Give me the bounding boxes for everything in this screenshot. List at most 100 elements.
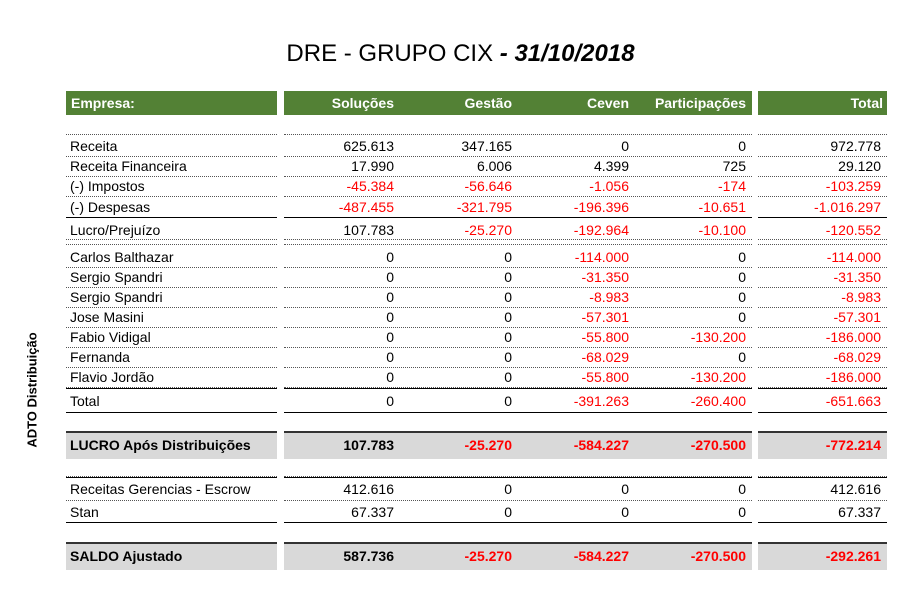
row-value-col2: 347.165 bbox=[461, 138, 512, 154]
row-value-col2: 0 bbox=[504, 249, 512, 265]
header-col-3: Ceven bbox=[586, 95, 629, 111]
header-col-1: Soluções bbox=[331, 95, 394, 111]
row-value-col4: -10.651 bbox=[698, 199, 746, 215]
row-value-col1: 0 bbox=[386, 329, 394, 345]
summary-bar bbox=[758, 431, 887, 459]
row-separator bbox=[758, 244, 887, 245]
row-value-col4: -130.200 bbox=[690, 329, 746, 345]
row-value-col4: -270.500 bbox=[690, 548, 746, 564]
row-separator bbox=[758, 267, 887, 268]
row-value-col2: 0 bbox=[504, 369, 512, 385]
row-rule bbox=[284, 388, 752, 389]
row-value-col4: 0 bbox=[738, 481, 746, 497]
row-separator bbox=[284, 287, 752, 288]
row-value-col1: 0 bbox=[386, 349, 394, 365]
row-value-col1: 0 bbox=[386, 393, 394, 409]
row-separator bbox=[758, 367, 887, 368]
row-label: Sergio Spandri bbox=[70, 289, 163, 305]
row-value-col4: -130.200 bbox=[690, 369, 746, 385]
row-value-col2: -56.646 bbox=[464, 178, 512, 194]
row-label: Receitas Gerencias - Escrow bbox=[70, 481, 251, 497]
row-value-col4: 0 bbox=[738, 349, 746, 365]
row-value-col4: 0 bbox=[738, 138, 746, 154]
row-value-col1: 107.783 bbox=[343, 437, 394, 453]
title-main: DRE - GRUPO CIX bbox=[286, 40, 500, 67]
row-total: 29.120 bbox=[838, 158, 881, 174]
row-value-col4: -174 bbox=[717, 178, 746, 194]
row-total: -120.552 bbox=[825, 222, 881, 238]
row-value-col3: 0 bbox=[621, 504, 629, 520]
row-value-col3: -196.396 bbox=[573, 199, 629, 215]
row-rule bbox=[758, 477, 887, 478]
row-value-col1: 0 bbox=[386, 289, 394, 305]
row-separator bbox=[758, 196, 887, 197]
row-rule bbox=[758, 412, 887, 413]
header-bar bbox=[284, 91, 752, 115]
row-separator bbox=[66, 244, 277, 245]
row-label: Fabio Vidigal bbox=[70, 329, 151, 345]
row-rule bbox=[66, 388, 277, 389]
row-total: -57.301 bbox=[833, 309, 881, 325]
row-value-col2: 0 bbox=[504, 481, 512, 497]
row-separator bbox=[758, 347, 887, 348]
row-label: Stan bbox=[70, 504, 99, 520]
row-separator bbox=[284, 327, 752, 328]
row-label: Sergio Spandri bbox=[70, 269, 163, 285]
row-rule bbox=[758, 217, 887, 218]
row-total: -1.016.297 bbox=[814, 199, 881, 215]
row-value-col3: -114.000 bbox=[574, 249, 629, 265]
row-value-col3: -55.800 bbox=[581, 329, 629, 345]
row-total: -114.000 bbox=[826, 249, 881, 265]
row-rule bbox=[66, 412, 277, 413]
row-value-col3: -31.350 bbox=[581, 269, 629, 285]
row-value-col2: 6.006 bbox=[476, 158, 512, 174]
row-separator bbox=[66, 239, 277, 240]
row-separator bbox=[284, 196, 752, 197]
row-total: -68.029 bbox=[833, 349, 881, 365]
row-separator bbox=[758, 387, 887, 388]
row-label: LUCRO Após Distribuições bbox=[70, 437, 251, 453]
row-label: (-) Impostos bbox=[70, 178, 145, 194]
row-total: 67.337 bbox=[838, 504, 881, 520]
row-value-col1: 0 bbox=[386, 369, 394, 385]
row-value-col3: -57.301 bbox=[581, 309, 629, 325]
row-value-col4: 0 bbox=[738, 269, 746, 285]
row-total: -186.000 bbox=[825, 369, 881, 385]
row-separator bbox=[284, 307, 752, 308]
row-value-col3: 4.399 bbox=[593, 158, 629, 174]
row-separator bbox=[284, 267, 752, 268]
row-value-col2: 0 bbox=[504, 329, 512, 345]
row-label: Fernanda bbox=[70, 349, 130, 365]
row-value-col3: -1.056 bbox=[589, 178, 629, 194]
row-value-col1: 0 bbox=[386, 249, 394, 265]
row-separator bbox=[66, 476, 277, 477]
row-value-col4: 0 bbox=[738, 504, 746, 520]
row-label: (-) Despesas bbox=[70, 199, 151, 215]
row-rule bbox=[66, 522, 277, 523]
row-separator bbox=[284, 387, 752, 388]
row-value-col4: 0 bbox=[738, 249, 746, 265]
row-separator bbox=[284, 239, 752, 240]
row-separator bbox=[66, 367, 277, 368]
row-total: 972.778 bbox=[830, 138, 881, 154]
header-bar bbox=[758, 91, 887, 115]
saldo-bar bbox=[284, 542, 752, 570]
row-separator bbox=[758, 239, 887, 240]
row-value-col3: -8.983 bbox=[589, 289, 629, 305]
row-separator bbox=[758, 176, 887, 177]
row-rule bbox=[758, 522, 887, 523]
row-separator bbox=[758, 327, 887, 328]
page-title: DRE - GRUPO CIX - 31/10/2018 bbox=[0, 40, 921, 68]
row-separator bbox=[284, 156, 752, 157]
row-separator bbox=[66, 134, 277, 135]
row-value-col1: 587.736 bbox=[343, 548, 394, 564]
row-label: Jose Masini bbox=[70, 309, 144, 325]
row-value-col1: -45.384 bbox=[346, 178, 394, 194]
row-value-col2: 0 bbox=[504, 289, 512, 305]
row-total: -292.261 bbox=[825, 548, 881, 564]
row-separator bbox=[284, 244, 752, 245]
row-label: Flavio Jordão bbox=[70, 369, 155, 385]
row-separator bbox=[66, 500, 277, 501]
row-separator bbox=[66, 267, 277, 268]
row-value-col2: -321.795 bbox=[456, 199, 512, 215]
